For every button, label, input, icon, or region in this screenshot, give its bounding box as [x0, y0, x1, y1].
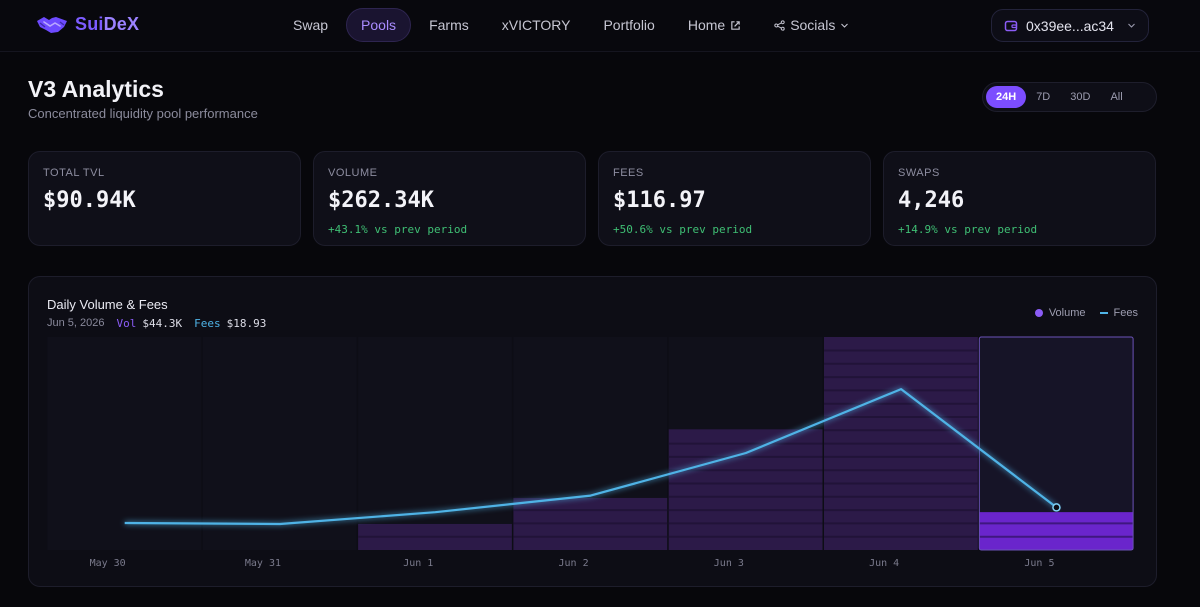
stat-label: SWAPS — [898, 167, 940, 179]
x-tick-label: May 30 — [90, 558, 126, 569]
fees-point-jun-5 — [1052, 503, 1061, 512]
stat-card-tvl: TOTAL TVL $90.94K — [28, 151, 301, 246]
fees-line — [124, 388, 1058, 526]
readout-vol-label: Vol — [116, 317, 137, 330]
readout-vol-value: $44.3K — [142, 317, 183, 330]
fees-point-may-30 — [123, 521, 127, 525]
fees-point-jun-2 — [589, 494, 593, 498]
nav-link-xvictory[interactable]: xVICTORY — [501, 17, 571, 33]
stat-card-swaps: SWAPS 4,246 +14.9% vs prev period — [883, 151, 1156, 246]
stat-label: TOTAL TVL — [43, 167, 105, 179]
stat-value: $116.97 — [613, 188, 706, 213]
chevron-down-icon — [841, 23, 849, 28]
wallet-address: 0x39ee...ac34 — [1026, 17, 1114, 34]
chevron-down-icon — [1128, 23, 1135, 28]
handshake-icon — [37, 17, 67, 33]
wallet-button[interactable]: 0x39ee...ac34 — [991, 9, 1149, 42]
x-tick-label: Jun 1 — [403, 558, 433, 569]
chart-column-background — [202, 337, 357, 550]
share-icon — [774, 19, 785, 31]
brand-logo[interactable]: SuiDeX — [36, 13, 139, 35]
fees-point-jun-3 — [744, 451, 748, 455]
readout-fees-value: $18.93 — [226, 317, 267, 330]
stat-delta: +14.9% vs prev period — [898, 223, 1038, 236]
period-all[interactable]: All — [1110, 91, 1123, 103]
stat-card-volume: VOLUME $262.34K +43.1% vs prev period — [313, 151, 586, 246]
top-nav: SuiDeX Swap Pools Farms xVICTORY Portfol… — [0, 0, 1200, 52]
volume-bar-jun-1[interactable] — [358, 523, 512, 550]
chart-column-background — [358, 337, 512, 550]
chart-column-background — [47, 337, 202, 550]
legend-fees: Fees — [1113, 307, 1138, 319]
stat-card-fees: FEES $116.97 +50.6% vs prev period — [598, 151, 871, 246]
chart-readout: Jun 5, 2026 Vol $44.3K Fees $18.93 — [47, 317, 266, 330]
fees-point-may-31 — [278, 522, 282, 526]
readout-fees-label: Fees — [194, 317, 221, 330]
volume-fees-chart[interactable]: May 30 May 31 Jun 1 Jun 2 Jun 3 Jun 4 Jun 5 — [29, 277, 1158, 588]
volume-fees-chart-card: May 30 May 31 Jun 1 Jun 2 Jun 3 Jun 4 Jun 5 Da… — [28, 276, 1157, 587]
nav-link-swap[interactable]: Swap — [293, 17, 329, 33]
x-tick-label: Jun 3 — [714, 558, 744, 569]
page-subtitle: Concentrated liquidity pool performance — [28, 106, 258, 121]
readout-date: Jun 5, 2026 — [47, 317, 105, 329]
stat-delta: +43.1% vs prev period — [328, 223, 468, 236]
nav-link-socials[interactable]: Socials — [759, 8, 864, 42]
stat-value: $90.94K — [43, 188, 136, 213]
nav-link-farms[interactable]: Farms — [429, 17, 469, 33]
stat-delta: +50.6% vs prev period — [613, 223, 753, 236]
volume-bar-jun-4[interactable] — [824, 337, 978, 550]
period-30d[interactable]: 30D — [1070, 91, 1091, 103]
volume-bar-jun-5[interactable] — [979, 512, 1134, 550]
x-tick-label: Jun 5 — [1024, 558, 1054, 569]
brand-name: SuiDeX — [75, 13, 140, 34]
period-selector: 24H 7D 30D All — [982, 82, 1157, 112]
external-link-icon — [731, 20, 740, 30]
period-7d[interactable]: 7D — [1036, 91, 1051, 103]
nav-links: Swap Pools Farms xVICTORY Portfolio Home… — [278, 8, 867, 42]
x-tick-label: Jun 4 — [869, 558, 899, 569]
fees-point-jun-4 — [899, 387, 903, 391]
nav-link-portfolio[interactable]: Portfolio — [603, 17, 655, 33]
legend-volume: Volume — [1048, 307, 1086, 319]
stat-value: 4,246 — [898, 188, 965, 213]
x-tick-label: Jun 2 — [558, 558, 588, 569]
stat-label: VOLUME — [328, 167, 378, 179]
volume-bar-jun-2[interactable] — [513, 497, 668, 550]
chart-legend: Volume Fees — [1034, 307, 1138, 319]
x-tick-label: May 31 — [245, 558, 281, 569]
page-title: V3 Analytics — [28, 76, 164, 102]
nav-link-home[interactable]: Home — [673, 8, 756, 42]
stat-value: $262.34K — [328, 188, 434, 213]
highlighted-column — [978, 336, 1134, 551]
wallet-icon — [1004, 20, 1018, 31]
nav-link-pools[interactable]: Pools — [346, 8, 412, 42]
stat-label: FEES — [613, 167, 644, 179]
period-24h[interactable]: 24H — [986, 86, 1027, 108]
chart-title: Daily Volume & Fees — [47, 297, 168, 312]
legend-fees-swatch — [1099, 312, 1108, 314]
fees-point-jun-1 — [433, 510, 437, 514]
volume-bar-jun-3[interactable] — [668, 429, 823, 550]
legend-volume-swatch — [1034, 309, 1043, 317]
